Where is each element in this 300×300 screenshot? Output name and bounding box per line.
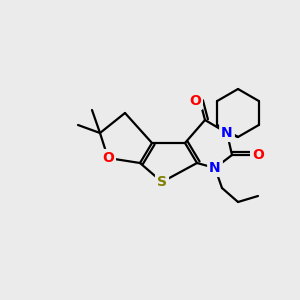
- Text: O: O: [252, 148, 264, 162]
- Text: O: O: [102, 151, 114, 165]
- Text: N: N: [209, 161, 221, 175]
- Text: N: N: [221, 126, 233, 140]
- Text: O: O: [189, 94, 201, 108]
- Text: S: S: [157, 175, 167, 189]
